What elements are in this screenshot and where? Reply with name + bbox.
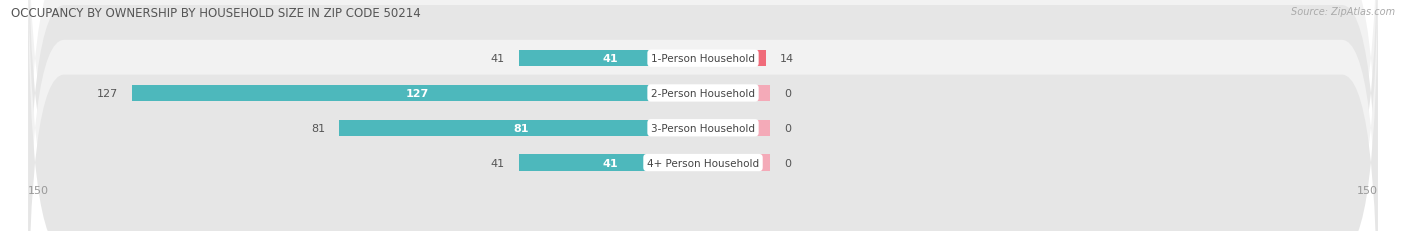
Bar bbox=[703, 85, 770, 102]
Bar bbox=[339, 120, 703, 136]
Bar bbox=[703, 51, 766, 67]
Text: 150: 150 bbox=[1357, 185, 1378, 195]
Text: 1-Person Household: 1-Person Household bbox=[651, 54, 755, 64]
Text: 0: 0 bbox=[785, 123, 792, 133]
Text: 150: 150 bbox=[28, 185, 49, 195]
Text: 127: 127 bbox=[97, 88, 118, 99]
Bar bbox=[519, 155, 703, 171]
FancyBboxPatch shape bbox=[28, 0, 1378, 231]
Text: 14: 14 bbox=[779, 54, 793, 64]
Text: 81: 81 bbox=[311, 123, 325, 133]
Text: 4+ Person Household: 4+ Person Household bbox=[647, 158, 759, 168]
Text: OCCUPANCY BY OWNERSHIP BY HOUSEHOLD SIZE IN ZIP CODE 50214: OCCUPANCY BY OWNERSHIP BY HOUSEHOLD SIZE… bbox=[11, 7, 420, 20]
FancyBboxPatch shape bbox=[28, 0, 1378, 231]
Text: 2-Person Household: 2-Person Household bbox=[651, 88, 755, 99]
Text: 0: 0 bbox=[785, 88, 792, 99]
Text: 0: 0 bbox=[785, 158, 792, 168]
FancyBboxPatch shape bbox=[28, 0, 1378, 231]
Bar bbox=[132, 85, 703, 102]
Bar bbox=[703, 155, 770, 171]
Text: Source: ZipAtlas.com: Source: ZipAtlas.com bbox=[1291, 7, 1395, 17]
FancyBboxPatch shape bbox=[28, 0, 1378, 231]
Text: 81: 81 bbox=[513, 123, 529, 133]
Text: 41: 41 bbox=[491, 54, 505, 64]
Text: 41: 41 bbox=[603, 158, 619, 168]
Text: 3-Person Household: 3-Person Household bbox=[651, 123, 755, 133]
Bar bbox=[519, 51, 703, 67]
Text: 127: 127 bbox=[406, 88, 429, 99]
Text: 41: 41 bbox=[491, 158, 505, 168]
Bar bbox=[703, 120, 770, 136]
Text: 41: 41 bbox=[603, 54, 619, 64]
